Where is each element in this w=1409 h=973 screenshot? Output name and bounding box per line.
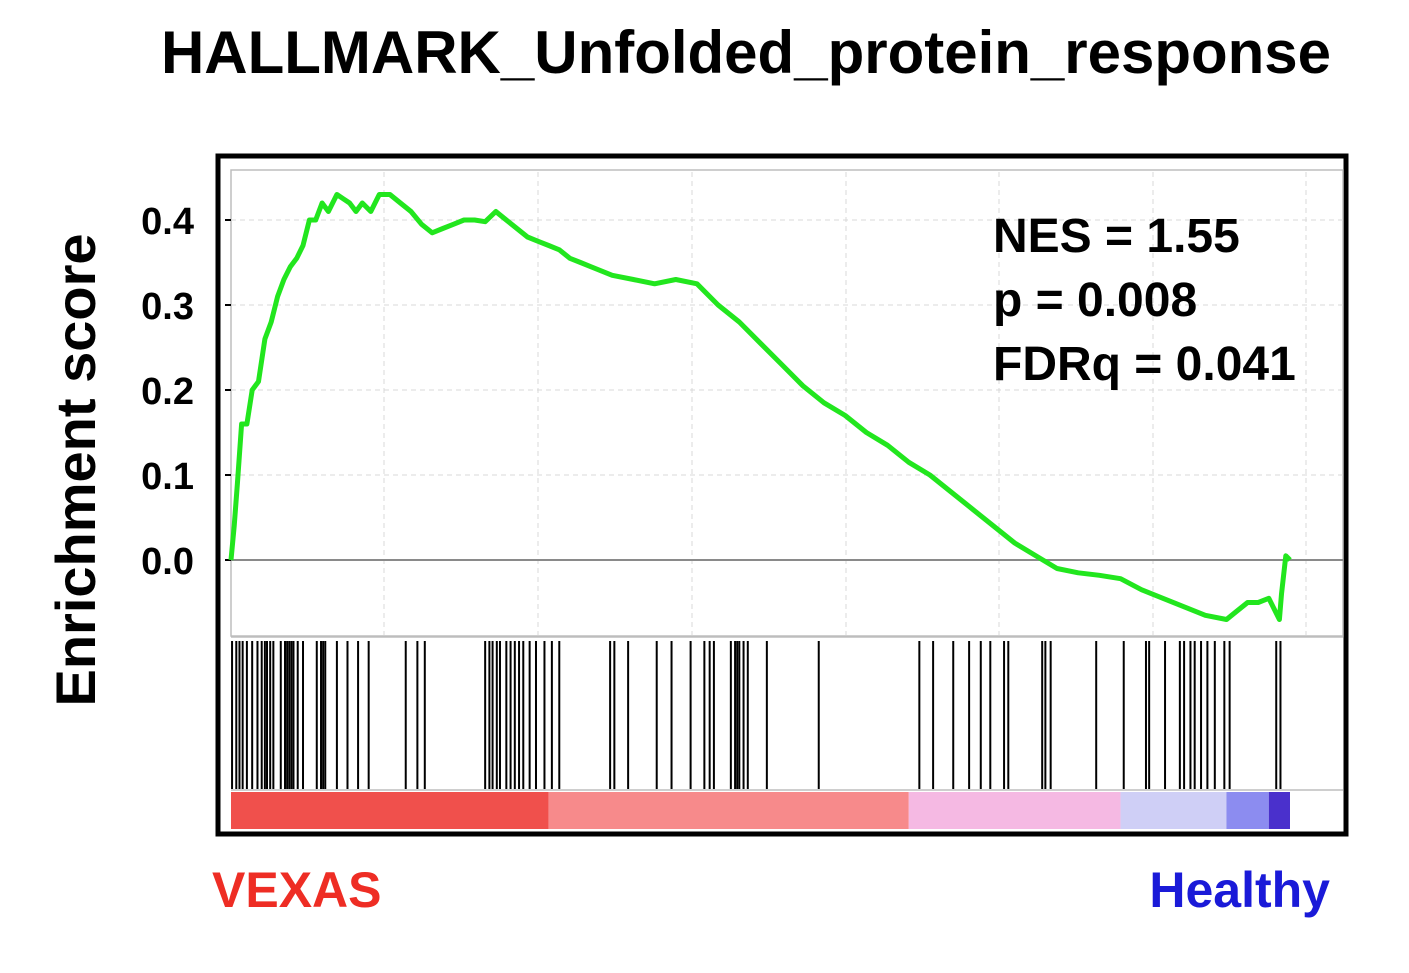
y-tick-label-3: 0.3 (141, 286, 194, 328)
y-ticks: 0.0 0.1 0.2 0.3 0.4 (141, 201, 231, 583)
group-left-label: VEXAS (212, 862, 382, 918)
colorbar-segment-1 (548, 792, 909, 829)
y-tick-label-1: 0.1 (141, 456, 194, 498)
gene-hit-marks (231, 641, 1282, 789)
enrichment-score-line (228, 192, 1292, 622)
y-tick-label-4: 0.4 (141, 201, 194, 243)
group-right-label: Healthy (1149, 862, 1330, 918)
colorbar-segment-3 (1120, 792, 1227, 829)
colorbar-segment-2 (908, 792, 1121, 829)
nes-annotation: NES = 1.55 (993, 210, 1240, 263)
colorbar-segment-5 (1268, 792, 1290, 829)
colorbar-segment-4 (1226, 792, 1269, 829)
fdrq-annotation: FDRq = 0.041 (993, 338, 1296, 391)
y-tick-label-2: 0.2 (141, 371, 194, 413)
enrichment-panel (230, 169, 1344, 637)
colorbar-segment-0 (231, 792, 549, 829)
y-axis-label: Enrichment score (44, 233, 107, 706)
y-tick-label-0: 0.0 (141, 541, 194, 583)
chart-title: HALLMARK_Unfolded_protein_response (161, 19, 1331, 86)
p-value-annotation: p = 0.008 (993, 274, 1197, 327)
ranked-metric-colorbar (231, 792, 1290, 829)
